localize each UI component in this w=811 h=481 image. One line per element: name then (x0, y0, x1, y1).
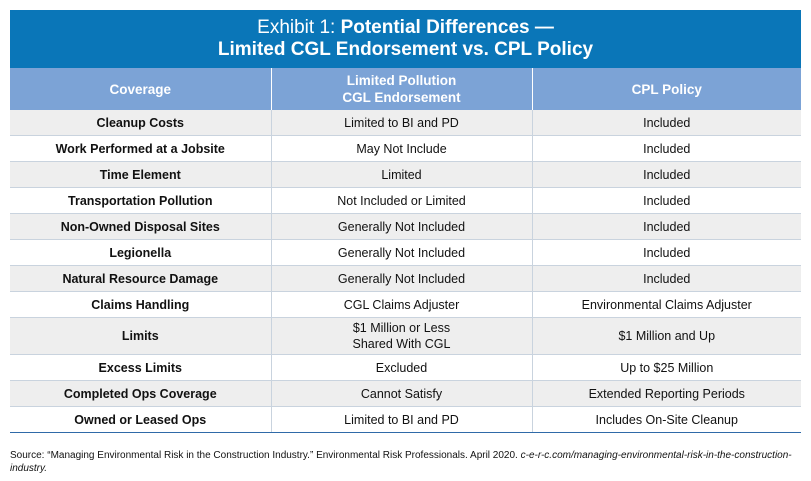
cpl-cell: Included (532, 265, 801, 292)
coverage-cell: Excess Limits (10, 354, 272, 381)
cgl-cell-line-1: $1 Million or Less (352, 321, 451, 335)
cgl-cell: May Not Include (271, 135, 533, 162)
header-cgl-endorsement: Limited Pollution CGL Endorsement (271, 68, 533, 110)
exhibit: Exhibit 1: Potential Differences — Limit… (10, 10, 801, 433)
coverage-cell: Limits (10, 317, 272, 355)
coverage-cell: Non-Owned Disposal Sites (10, 213, 272, 240)
cgl-cell-line-2: Shared With CGL (352, 337, 451, 351)
table-row: Transportation Pollution Not Included or… (10, 187, 801, 214)
cpl-cell: Extended Reporting Periods (532, 380, 801, 407)
coverage-cell: Completed Ops Coverage (10, 380, 272, 407)
coverage-cell: Time Element (10, 161, 272, 188)
cpl-cell: Included (532, 187, 801, 214)
cgl-cell: Generally Not Included (271, 213, 533, 240)
cgl-cell: Excluded (271, 354, 533, 381)
table-row: Work Performed at a Jobsite May Not Incl… (10, 135, 801, 162)
cpl-cell: Included (532, 213, 801, 240)
cpl-cell: Environmental Claims Adjuster (532, 291, 801, 318)
cpl-cell: Up to $25 Million (532, 354, 801, 381)
table-row: Excess Limits Excluded Up to $25 Million (10, 354, 801, 381)
cgl-cell: Limited to BI and PD (271, 406, 533, 433)
table-row: Cleanup Costs Limited to BI and PD Inclu… (10, 110, 801, 136)
table-row: Non-Owned Disposal Sites Generally Not I… (10, 213, 801, 240)
header-coverage: Coverage (10, 68, 272, 110)
comparison-table: Coverage Limited Pollution CGL Endorseme… (10, 68, 801, 433)
exhibit-title: Exhibit 1: Potential Differences — Limit… (10, 10, 801, 68)
table-row: Time Element Limited Included (10, 161, 801, 188)
header-cgl-line-2: CGL Endorsement (342, 90, 461, 105)
cpl-cell: Included (532, 110, 801, 136)
table-row: Claims Handling CGL Claims Adjuster Envi… (10, 291, 801, 318)
source-url: c-e-r-c.com/managing-environmental-risk-… (10, 450, 792, 474)
coverage-cell: Natural Resource Damage (10, 265, 272, 292)
cgl-cell: Limited (271, 161, 533, 188)
cgl-cell: Limited to BI and PD (271, 110, 533, 136)
header-cpl-policy: CPL Policy (532, 68, 801, 110)
cgl-cell: Generally Not Included (271, 239, 533, 266)
title-line-2: Limited CGL Endorsement vs. CPL Policy (217, 39, 594, 60)
title-line-1: Exhibit 1: Potential Differences — (10, 17, 801, 39)
table-row: Completed Ops Coverage Cannot Satisfy Ex… (10, 380, 801, 407)
title-prefix: Exhibit 1: (257, 17, 341, 38)
cgl-cell: Not Included or Limited (271, 187, 533, 214)
coverage-cell: Cleanup Costs (10, 110, 272, 136)
table-row: Limits $1 Million or Less Shared With CG… (10, 317, 801, 355)
source-note: Source: “Managing Environmental Risk in … (10, 450, 801, 475)
table-row: Natural Resource Damage Generally Not In… (10, 265, 801, 292)
coverage-cell: Work Performed at a Jobsite (10, 135, 272, 162)
table-row: Owned or Leased Ops Limited to BI and PD… (10, 406, 801, 433)
table-row: Legionella Generally Not Included Includ… (10, 239, 801, 266)
cpl-cell: $1 Million and Up (532, 317, 801, 355)
cgl-cell: CGL Claims Adjuster (271, 291, 533, 318)
title-bold: Potential Differences — (340, 17, 554, 38)
coverage-cell: Owned or Leased Ops (10, 406, 272, 433)
coverage-cell: Claims Handling (10, 291, 272, 318)
header-cgl-line-1: Limited Pollution (346, 73, 457, 88)
coverage-cell: Legionella (10, 239, 272, 266)
cgl-cell: Generally Not Included (271, 265, 533, 292)
cgl-cell: $1 Million or Less Shared With CGL (271, 317, 533, 355)
source-text: Source: “Managing Environmental Risk in … (10, 450, 521, 461)
cpl-cell: Includes On-Site Cleanup (532, 406, 801, 433)
cpl-cell: Included (532, 135, 801, 162)
cgl-cell: Cannot Satisfy (271, 380, 533, 407)
header-row: Coverage Limited Pollution CGL Endorseme… (10, 68, 801, 110)
cpl-cell: Included (532, 161, 801, 188)
coverage-cell: Transportation Pollution (10, 187, 272, 214)
cpl-cell: Included (532, 239, 801, 266)
